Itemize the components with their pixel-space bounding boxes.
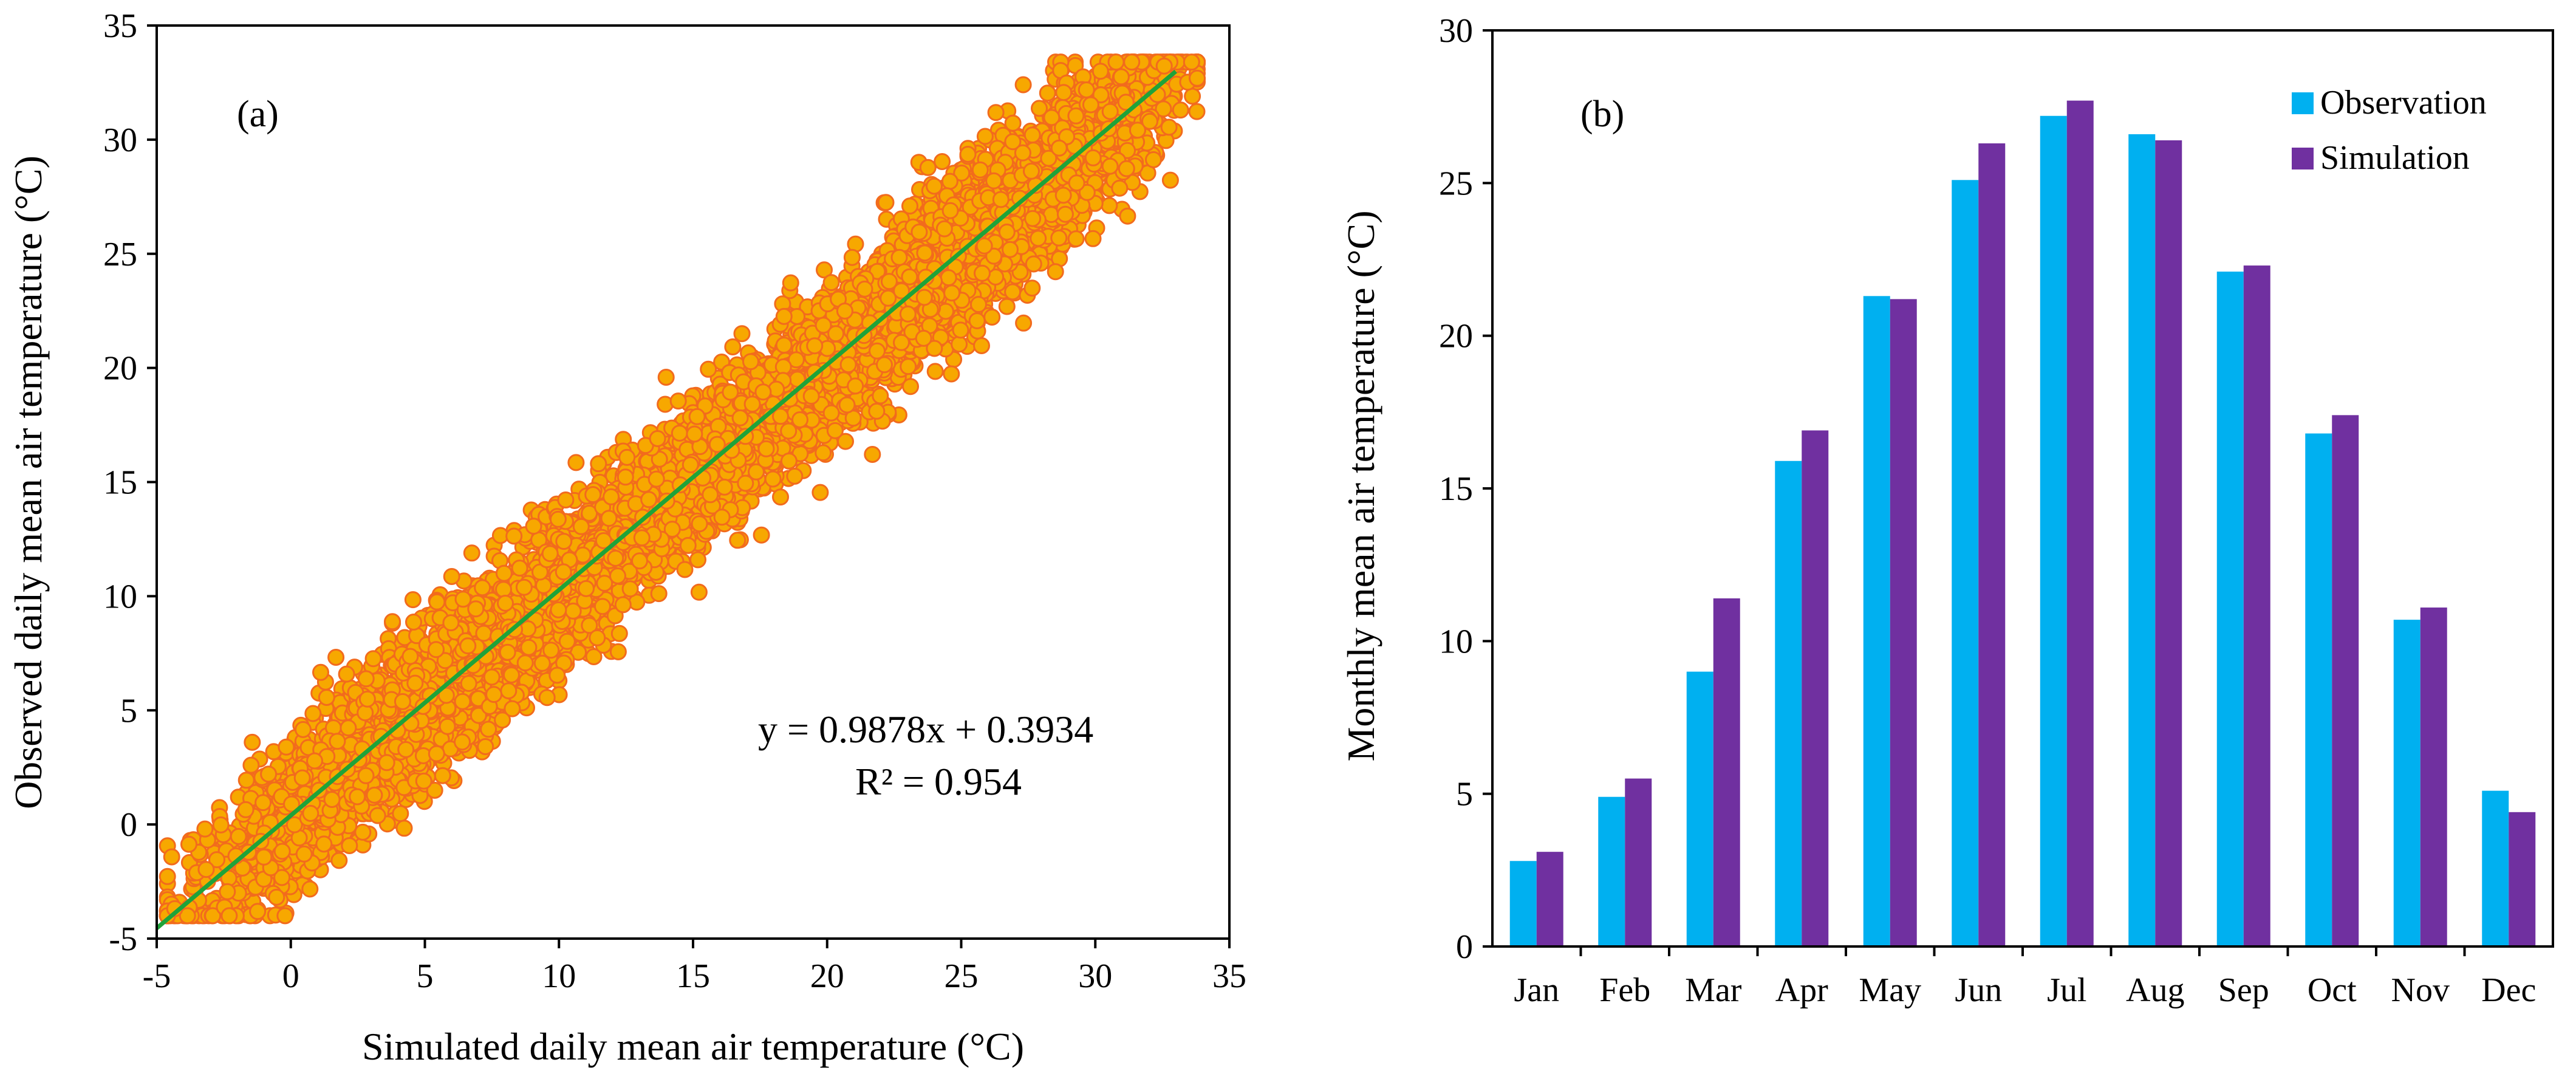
- scatter-point: [772, 488, 789, 506]
- scatter-point: [1184, 87, 1201, 105]
- scatter-point: [973, 337, 990, 354]
- scatter-point: [244, 733, 261, 751]
- scatter-point: [1015, 314, 1033, 332]
- scatter-point: [1145, 151, 1162, 168]
- scatter-point: [816, 261, 833, 279]
- scatter-point: [567, 454, 585, 471]
- scatter-point: [443, 568, 460, 585]
- scatter-point: [301, 880, 319, 898]
- scatter-point: [951, 335, 968, 353]
- scatter-point: [364, 650, 382, 668]
- scatter-point: [753, 526, 770, 544]
- scatter-point: [786, 467, 804, 485]
- scatter-point: [312, 663, 329, 681]
- scatter-point: [934, 153, 951, 170]
- scatter-point: [384, 613, 401, 631]
- scatter-point: [919, 159, 937, 176]
- scatter-point: [650, 585, 668, 603]
- scatter-point: [1084, 230, 1102, 247]
- scatter-point: [864, 446, 881, 463]
- scatter-point: [392, 805, 409, 823]
- scatter-point: [1188, 103, 1206, 120]
- scatter-point: [902, 378, 919, 395]
- scatter-point: [330, 852, 348, 869]
- scatter-point: [700, 360, 717, 378]
- scatter-point: [811, 484, 829, 501]
- scatter-point: [724, 338, 742, 355]
- scatter-point: [163, 848, 180, 866]
- scatter-point: [943, 365, 960, 383]
